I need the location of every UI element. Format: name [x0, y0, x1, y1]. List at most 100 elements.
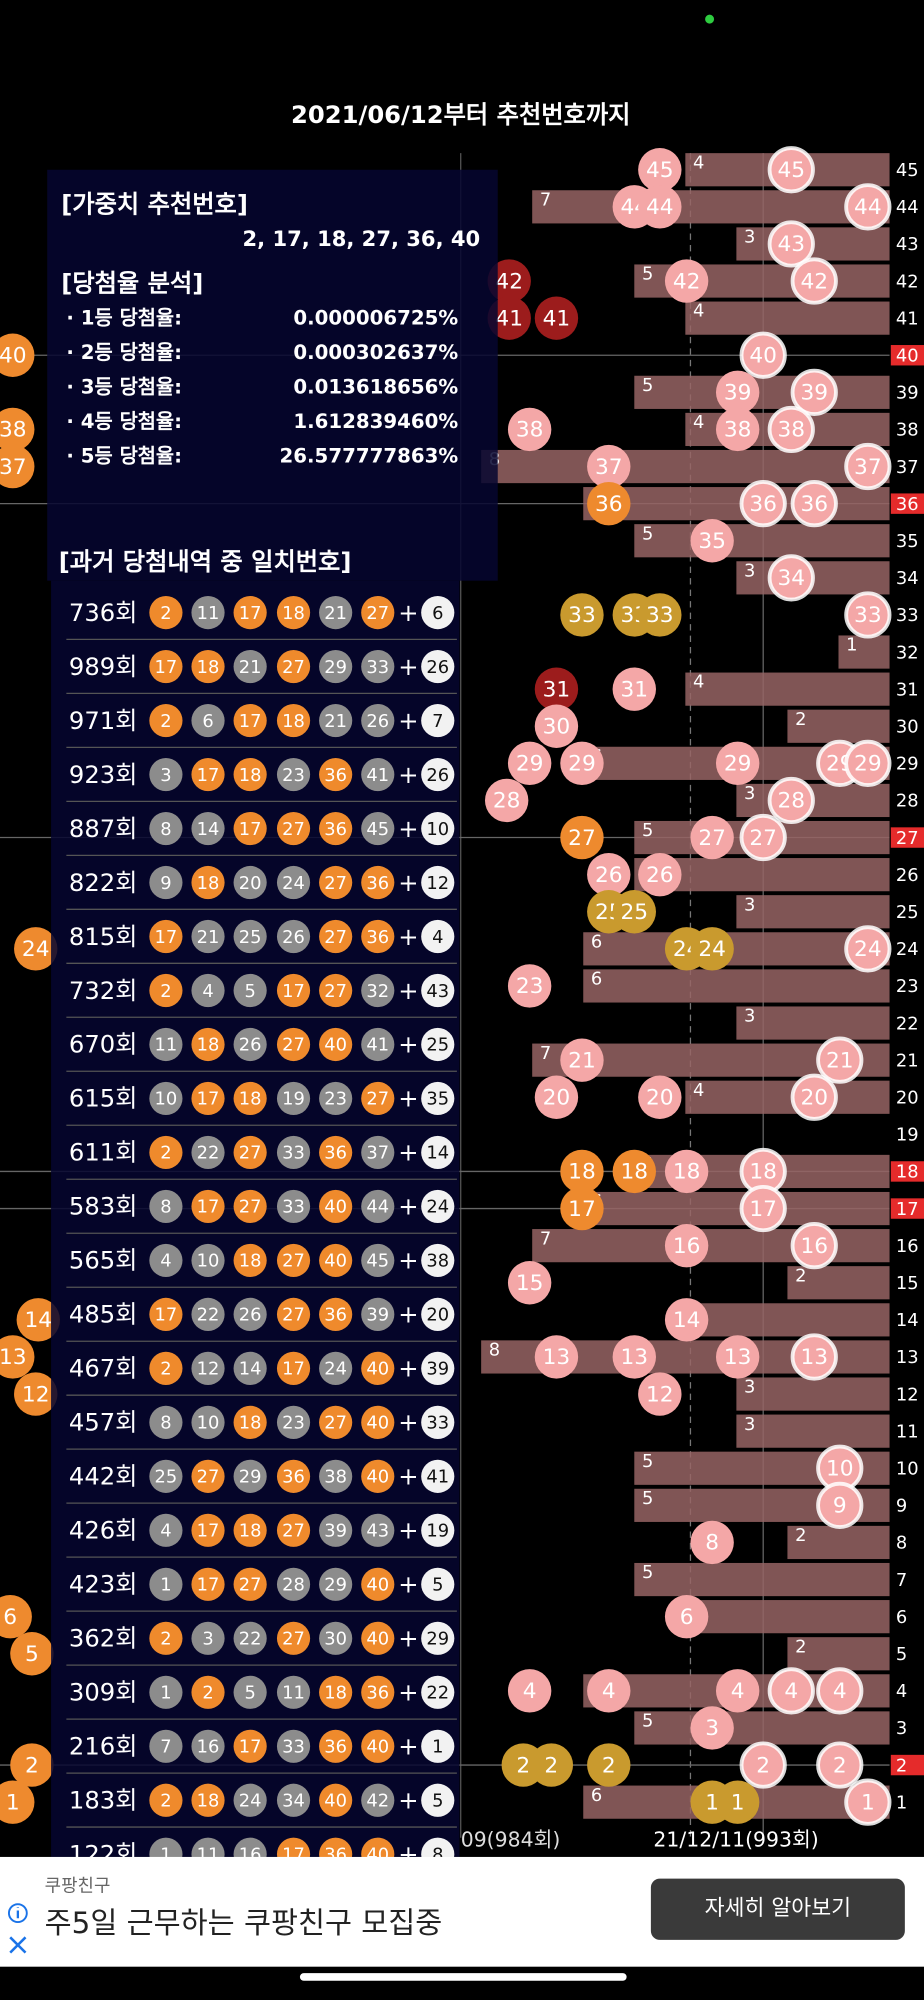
bonus-label: 6 — [432, 603, 443, 624]
bubble-label: 29 — [854, 752, 882, 777]
ad-button[interactable] — [650, 1878, 905, 1940]
ball — [361, 1621, 395, 1655]
bubble — [10, 1743, 54, 1787]
bar-label: 5 — [642, 523, 653, 544]
ball-label: 27 — [282, 1629, 305, 1650]
bar — [481, 449, 890, 484]
bar-label: 3 — [744, 894, 755, 915]
ball — [191, 1783, 225, 1817]
bubble-label: 38 — [777, 418, 805, 443]
bubble-label: 2 — [602, 1753, 616, 1778]
ball — [276, 1675, 311, 1709]
bubble-label: 8 — [705, 1531, 719, 1556]
ball-label: 27 — [282, 657, 305, 678]
ball-label: 17 — [197, 1089, 220, 1110]
bubble-label: 2 — [544, 1753, 558, 1778]
ball — [191, 1405, 225, 1439]
bubble-label: 1 — [6, 1790, 20, 1815]
ball-label: 17 — [155, 927, 178, 948]
bonus-ball — [421, 973, 455, 1008]
bonus-ball — [421, 1621, 455, 1655]
bubble-label: 17 — [749, 1197, 777, 1222]
ball-label: 28 — [282, 1575, 305, 1596]
bubble — [767, 220, 815, 268]
ball — [276, 649, 311, 684]
bubble — [0, 407, 35, 452]
ball-label: 26 — [239, 1305, 262, 1326]
ball-label: 14 — [197, 819, 220, 840]
ball-label: 27 — [282, 1251, 305, 1272]
bubble — [0, 1594, 32, 1639]
ball — [191, 1243, 225, 1278]
bubble-label: 16 — [800, 1234, 828, 1259]
ball-label: 27 — [282, 1521, 305, 1542]
bubble-label: 2 — [516, 1753, 530, 1778]
ball — [233, 1783, 267, 1817]
ball-label: 45 — [366, 1251, 389, 1272]
bubble — [534, 296, 579, 340]
y-tick-label: 1 — [896, 1792, 907, 1813]
round-label: 183회 — [69, 1786, 138, 1815]
ball — [319, 649, 353, 684]
ball — [319, 811, 353, 846]
round-label: 309회 — [69, 1678, 138, 1707]
ball-label: 17 — [282, 981, 305, 1002]
bar — [634, 524, 890, 558]
ball-label: 38 — [324, 1467, 347, 1488]
ball — [319, 1189, 353, 1224]
bubble — [844, 442, 892, 491]
bubble — [638, 185, 682, 229]
bubble — [790, 368, 838, 416]
bubble — [487, 259, 531, 303]
panel: [가중치 추천번호] 2, 17, 18, 27, 36, 40 [당첨율 분석… — [47, 169, 498, 1857]
bonus-sign: + — [398, 1678, 418, 1707]
bonus-ball — [421, 649, 455, 684]
bubble — [0, 333, 35, 377]
ball-label: 6 — [202, 711, 213, 732]
ball — [319, 1783, 353, 1817]
right-axis: 4544434241403938373635343332313029282726… — [890, 160, 924, 1813]
round-label: 583회 — [69, 1192, 138, 1221]
bubble — [560, 1186, 604, 1231]
round-label: 887회 — [69, 814, 138, 843]
ball-label: 33 — [366, 657, 389, 678]
bonus-label: 38 — [426, 1251, 449, 1272]
ball-label: 29 — [239, 1467, 262, 1488]
ball-label: 40 — [366, 1575, 389, 1596]
ball — [319, 865, 353, 900]
ball — [319, 1351, 353, 1385]
ball-label: 2 — [160, 1359, 171, 1380]
bubble-label: 38 — [724, 418, 752, 443]
bubble — [587, 852, 631, 897]
ball — [276, 1621, 311, 1655]
ball-label: 22 — [239, 1629, 262, 1650]
bubble — [534, 704, 579, 748]
bar — [685, 672, 890, 706]
ball-label: 30 — [324, 1629, 347, 1650]
ball — [361, 1135, 395, 1170]
ad-button-label[interactable]: 자세히 알아보기 — [705, 1896, 852, 1921]
ball — [361, 1081, 395, 1116]
ball — [276, 973, 311, 1008]
y-tick-label: 25 — [896, 902, 919, 923]
ball-label: 2 — [160, 981, 171, 1002]
ball — [361, 1567, 395, 1601]
round-label: 423회 — [69, 1570, 138, 1599]
ad-close[interactable] — [9, 1936, 27, 1954]
ball — [276, 1513, 311, 1547]
bar-label: 3 — [744, 1414, 755, 1435]
bubble — [638, 1075, 682, 1119]
ad-info-icon[interactable] — [7, 1903, 28, 1923]
y-tick-label: 27 — [896, 828, 919, 849]
bubble — [587, 481, 631, 526]
analysis-value: 0.000302637% — [293, 341, 458, 364]
bar — [787, 1525, 890, 1560]
axis-highlight — [890, 493, 924, 514]
bar — [787, 709, 890, 743]
bonus-ball — [421, 1135, 455, 1170]
ball — [191, 1351, 225, 1385]
ball — [361, 596, 395, 630]
ball-label: 21 — [239, 657, 262, 678]
ball-label: 10 — [197, 1251, 220, 1272]
bonus-label: 33 — [426, 1413, 449, 1434]
